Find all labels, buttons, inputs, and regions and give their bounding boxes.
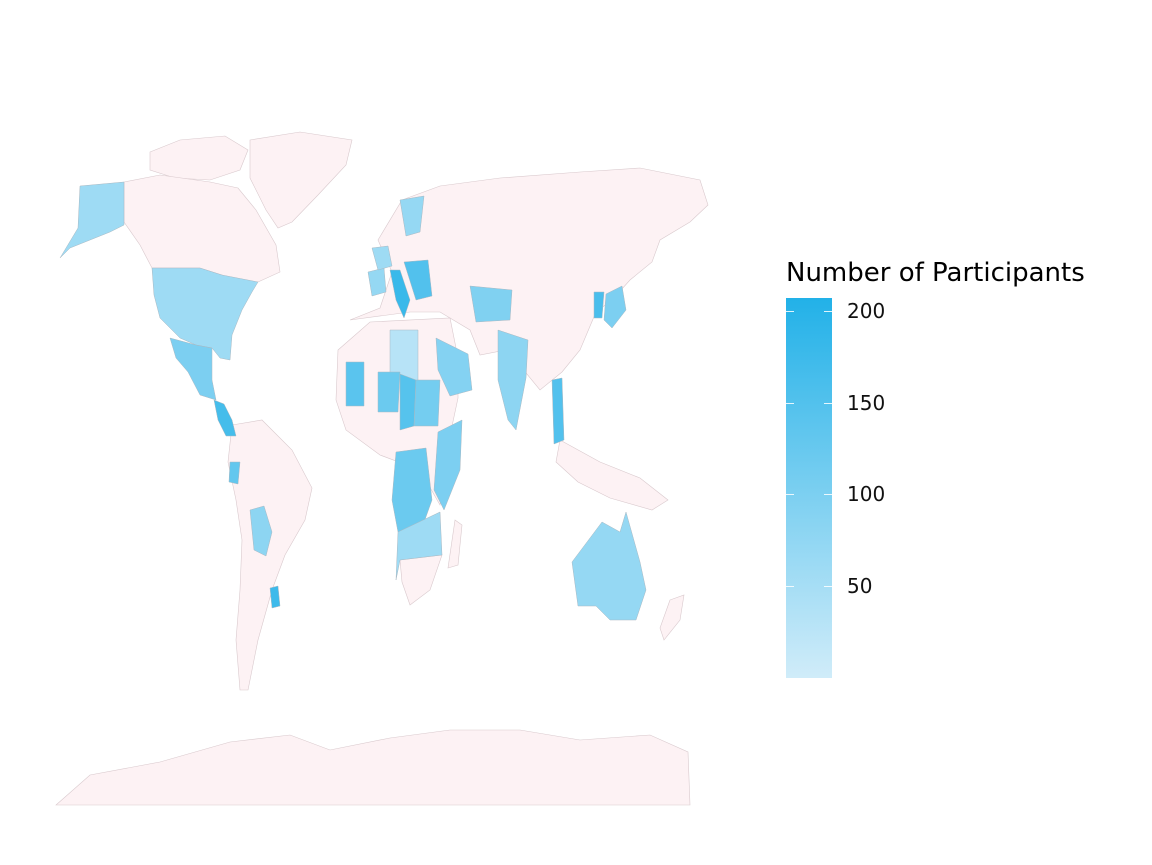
land-south-america [227,419,313,691]
legend-tick-left-100 [786,494,794,496]
legend-tick-label: 100 [847,482,886,507]
region-southern-africa [395,511,443,581]
legend-body: 200 150 100 50 [786,298,1085,678]
data-regions [59,181,647,621]
region-korea [593,291,605,319]
region-niger [377,371,401,413]
region-australia [571,511,647,621]
region-mali [345,361,365,407]
region-france [371,245,393,271]
legend-title: Number of Participants [786,258,1085,288]
region-italy [389,269,411,319]
land-southeast-asia-islands [555,439,669,511]
region-central-asia [469,285,513,323]
legend-color-bar [786,298,832,678]
legend-tick-right-150 [824,402,832,404]
land-new-zealand [659,594,685,641]
land-base [55,131,709,806]
region-bolivia [249,505,273,557]
region-india [497,329,529,431]
legend-tick-label: 150 [847,390,886,415]
region-spain [367,267,387,297]
region-chad [399,373,417,431]
legend-tick-right-50 [824,586,832,588]
legend-tick-left-150 [786,402,794,404]
region-scandinavia [399,195,425,237]
region-vietnam [551,377,565,445]
region-sudan [413,379,441,427]
legend-tick-left-200 [786,310,794,312]
region-central-america [213,399,237,437]
region-ecuador [228,461,241,485]
color-legend: Number of Participants 200 150 100 50 [786,258,1085,678]
region-usa [151,267,259,361]
land-greenland [249,131,353,229]
land-antarctica [55,729,691,806]
legend-tick-label: 200 [847,298,886,323]
region-east-africa [433,419,463,511]
region-balkans [403,259,433,301]
region-mexico [169,337,217,401]
region-saudi-arabia [435,337,473,397]
region-japan [603,285,627,329]
region-uruguay [269,585,281,609]
land-eurasia [349,167,709,391]
legend-tick-right-100 [824,494,832,496]
land-south-africa-tip [399,554,443,606]
legend-tick-label: 50 [847,574,873,599]
legend-tick-left-50 [786,586,794,588]
legend-tick-right-200 [824,310,832,312]
land-arctic-islands [149,135,249,181]
region-alaska [59,181,125,259]
land-madagascar [447,519,463,569]
